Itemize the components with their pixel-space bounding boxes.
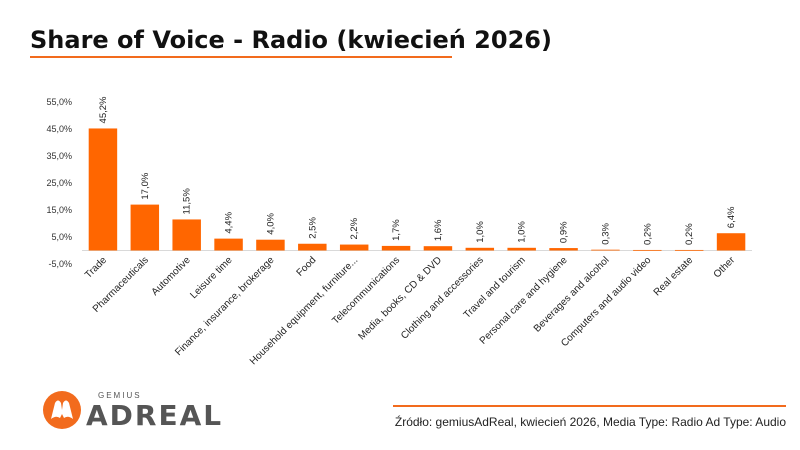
category-label: Computers and audio video	[559, 255, 654, 350]
y-tick-label: 45,0%	[46, 124, 72, 134]
category-label: Personal care and hygiene	[478, 255, 570, 347]
bar	[256, 239, 285, 251]
data-label: 2,2%	[349, 217, 360, 239]
bar	[674, 249, 704, 251]
bar	[465, 247, 495, 251]
category-label: Leisure time	[188, 255, 235, 302]
category-label: Beverages and alcohol	[532, 255, 612, 335]
data-label: 4,4%	[224, 211, 235, 233]
category-label: Trade	[83, 255, 109, 281]
page-title: Share of Voice - Radio (kwiecień 2026)	[30, 26, 552, 54]
source-divider	[393, 405, 786, 407]
data-label: 1,6%	[433, 219, 444, 241]
bar	[381, 245, 411, 251]
y-tick-label: -5,0%	[48, 259, 72, 269]
y-tick-label: 25,0%	[46, 178, 72, 188]
bar	[549, 248, 578, 251]
data-label: 0,2%	[684, 223, 695, 245]
bar	[423, 246, 453, 251]
y-tick-label: 15,0%	[46, 205, 72, 215]
source-note: Źródło: gemiusAdReal, kwiecień 2026, Med…	[394, 415, 786, 429]
y-tick-label: 5,0%	[51, 232, 72, 242]
bar	[716, 233, 746, 251]
data-label: 1,0%	[475, 221, 486, 243]
bar	[633, 249, 662, 251]
data-label: 0,2%	[642, 223, 653, 245]
bar	[591, 249, 620, 251]
data-label: 1,0%	[517, 221, 528, 243]
bar	[172, 219, 201, 251]
bar	[339, 244, 369, 251]
y-tick-label: 35,0%	[46, 151, 72, 161]
bar	[507, 247, 536, 251]
bar	[214, 238, 243, 251]
data-label: 17,0%	[140, 172, 151, 199]
data-label: 1,7%	[391, 219, 402, 241]
title-underline	[30, 56, 452, 58]
category-label: Real estate	[652, 255, 696, 299]
bar	[298, 243, 327, 251]
category-label: Other	[712, 254, 738, 280]
bar	[130, 204, 160, 251]
bar-chart: -5,0% 5,0% 15,0% 25,0% 35,0% 45,0% 55,0% 45,2% T…	[46, 96, 752, 367]
logo-brand-main: ADREAL	[86, 399, 224, 432]
logo-brand-small: GEMIUS	[98, 391, 142, 400]
data-label: 45,2%	[98, 96, 109, 123]
category-label: Automotive	[150, 255, 193, 298]
data-label: 2,5%	[307, 217, 318, 239]
data-label: 6,4%	[726, 206, 737, 228]
category-label: Food	[295, 255, 319, 279]
y-tick-label: 55,0%	[46, 97, 72, 107]
gemius-adreal-logo-icon	[43, 391, 81, 429]
category-label: Clothing and accessories	[399, 255, 486, 342]
bar	[88, 128, 118, 251]
category-label: Media, books, CD & DVD	[356, 255, 444, 343]
data-label: 0,3%	[600, 222, 611, 244]
data-label: 0,9%	[559, 221, 570, 243]
data-label: 4,0%	[265, 212, 276, 234]
data-label: 11,5%	[182, 188, 193, 215]
